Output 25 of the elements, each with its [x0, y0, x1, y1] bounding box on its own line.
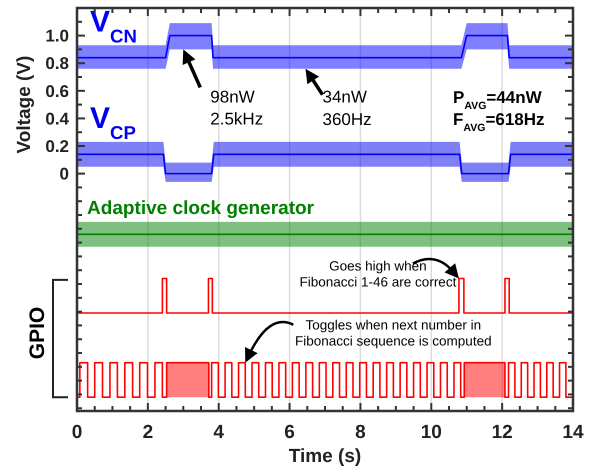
annotation: 34nW 360Hz: [322, 88, 372, 129]
y-tick-label: 1.0: [45, 26, 69, 46]
y-tick-label: 0.4: [45, 109, 70, 128]
x-tick-label: 12: [492, 422, 513, 443]
x-tick-label: 14: [562, 422, 584, 443]
x-axis-title: Time (s): [288, 446, 362, 467]
y-tick-label: 0.8: [45, 54, 69, 74]
y-tick-label: 0.6: [45, 82, 69, 101]
annotation: Toggles when next number in Fibonacci sequence is computed: [294, 318, 492, 349]
x-tick-label: 8: [355, 422, 366, 443]
series-label: V$_{CP}$: [90, 102, 136, 142]
x-tick-label: 4: [213, 422, 224, 443]
x-tick-label: 6: [284, 422, 295, 443]
text: GPIO: [26, 306, 49, 360]
x-tick-label: 2: [142, 422, 154, 443]
annotation: P$_{AVG}$=44nW: [453, 88, 543, 112]
series-label: V$_{CN}$: [90, 5, 137, 46]
x-tick-label: 10: [420, 422, 442, 443]
y-tick-label: 0: [60, 164, 69, 184]
y-axis-title: Voltage (V): [14, 56, 35, 154]
series-label: Adaptive clock generator: [87, 198, 315, 219]
y-tick-label: 0.2: [45, 136, 69, 156]
annotation: Goes high when Fibonacci 1-46 are correct: [300, 258, 457, 290]
annotation: F$_{AVG}$=618Hz: [453, 110, 545, 134]
annotation: 98nW 2.5kHz: [210, 87, 264, 129]
